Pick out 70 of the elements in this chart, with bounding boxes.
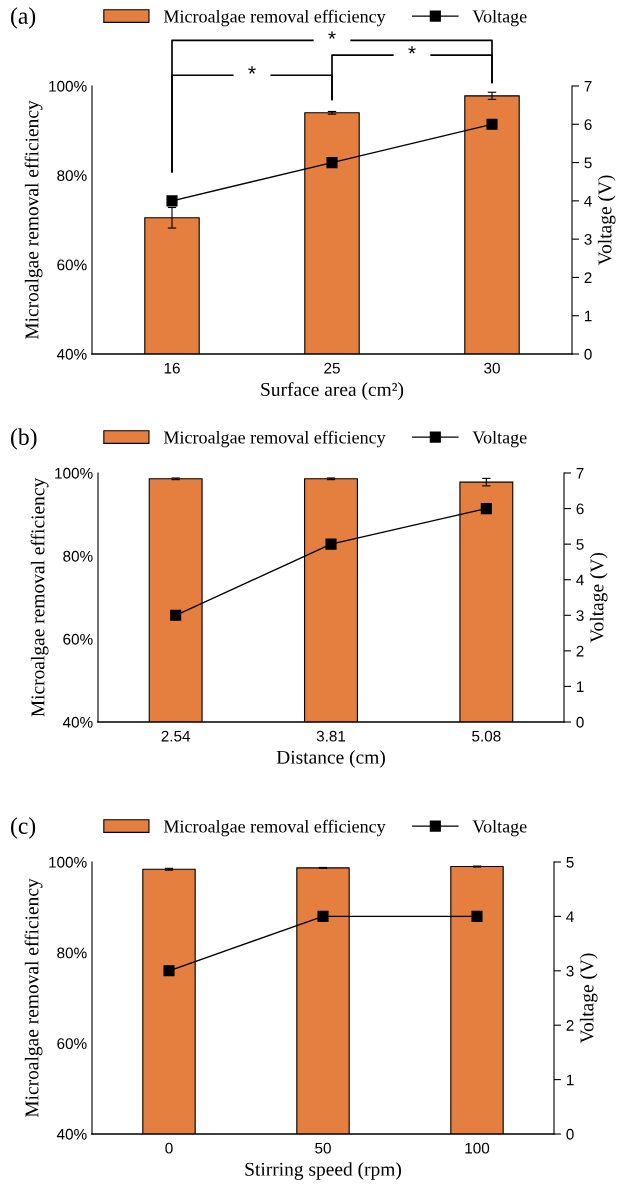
point xyxy=(480,503,492,515)
x-tick-label: 0 xyxy=(165,1142,173,1154)
y2-axis-title: Voltage (V) xyxy=(579,953,598,1044)
y-tick-label: 60% xyxy=(57,1038,87,1050)
y2-tick-label: 5 xyxy=(584,157,592,169)
y2-tick-label: 2 xyxy=(584,272,592,283)
y2-tick-label: 3 xyxy=(566,965,574,977)
point xyxy=(170,609,182,621)
y2-tick-label: 6 xyxy=(584,119,592,130)
y-axis-title: Microalgae removal efficiency xyxy=(30,477,49,717)
y2-tick-label: 2 xyxy=(576,645,584,657)
x-tick-label: 30 xyxy=(484,362,500,374)
chart-title: (c) xyxy=(11,817,36,839)
legend-label: Microalgae removal efficiency xyxy=(163,430,386,448)
y2-tick-label: 0 xyxy=(584,348,592,360)
y-tick-label: 80% xyxy=(57,170,87,182)
y2-tick-label: 0 xyxy=(576,716,584,728)
legend-label: Voltage xyxy=(472,9,527,27)
chart-title: (b) xyxy=(11,428,37,450)
legend-label: Microalgae removal efficiency xyxy=(163,9,386,27)
y2-tick-label: 3 xyxy=(584,234,592,245)
y2-axis-title: Voltage (V) xyxy=(589,552,608,643)
x-tick-label: 5.08 xyxy=(472,730,501,742)
legend-label: Voltage xyxy=(472,819,527,837)
y2-tick-label: 2 xyxy=(566,1020,574,1031)
y-axis-title: Microalgae removal efficiency xyxy=(24,100,43,340)
legend-label: Voltage xyxy=(472,430,527,448)
legend-label: Microalgae removal efficiency xyxy=(163,819,386,837)
y2-tick-label: 0 xyxy=(566,1128,574,1140)
y-tick-label: 80% xyxy=(57,947,87,959)
x-tick-label: 100 xyxy=(465,1142,490,1154)
point xyxy=(486,118,498,130)
y-tick-label: 40% xyxy=(56,348,87,360)
y2-tick-label: 7 xyxy=(584,81,592,92)
y-axis-title: Microalgae removal efficiency xyxy=(24,878,43,1118)
text: * xyxy=(408,46,416,54)
text: * xyxy=(328,31,336,39)
y2-tick-label: 7 xyxy=(576,468,584,479)
y2-tick-label: 5 xyxy=(566,857,574,868)
y2-tick-label: 1 xyxy=(576,681,584,692)
y2-tick-label: 4 xyxy=(584,195,592,207)
y2-tick-label: 6 xyxy=(576,503,584,515)
y-tick-label: 80% xyxy=(63,550,93,562)
x-tick-label: 25 xyxy=(324,362,340,374)
x-tick-label: 16 xyxy=(164,362,180,374)
chart-title: (a) xyxy=(11,7,36,29)
y-tick-label: 60% xyxy=(57,259,87,271)
x-axis-title: Stirring speed (rpm) xyxy=(245,1162,401,1180)
y-tick-label: 60% xyxy=(63,633,93,645)
y2-tick-label: 4 xyxy=(576,574,584,586)
y-tick-label: 100% xyxy=(55,467,93,479)
y2-tick-label: 3 xyxy=(576,610,584,621)
x-axis-title: Distance (cm) xyxy=(276,750,385,768)
text: * xyxy=(248,66,256,74)
y-tick-label: 40% xyxy=(62,716,93,728)
x-axis-title: Surface area (cm²) xyxy=(261,382,404,400)
y2-tick-label: 1 xyxy=(584,310,592,322)
y2-tick-label: 5 xyxy=(576,539,584,550)
point xyxy=(326,157,338,169)
x-tick-label: 50 xyxy=(315,1142,331,1154)
x-tick-label: 3.81 xyxy=(316,730,346,742)
y-tick-label: 40% xyxy=(56,1128,87,1140)
y2-tick-label: 1 xyxy=(566,1074,574,1086)
x-tick-label: 2.54 xyxy=(161,730,191,742)
y2-axis-title: Voltage (V) xyxy=(597,175,616,266)
point xyxy=(325,538,337,550)
y-tick-label: 100% xyxy=(49,856,87,868)
y2-tick-label: 4 xyxy=(566,911,574,922)
point xyxy=(166,195,178,207)
y-tick-label: 100% xyxy=(49,80,87,92)
